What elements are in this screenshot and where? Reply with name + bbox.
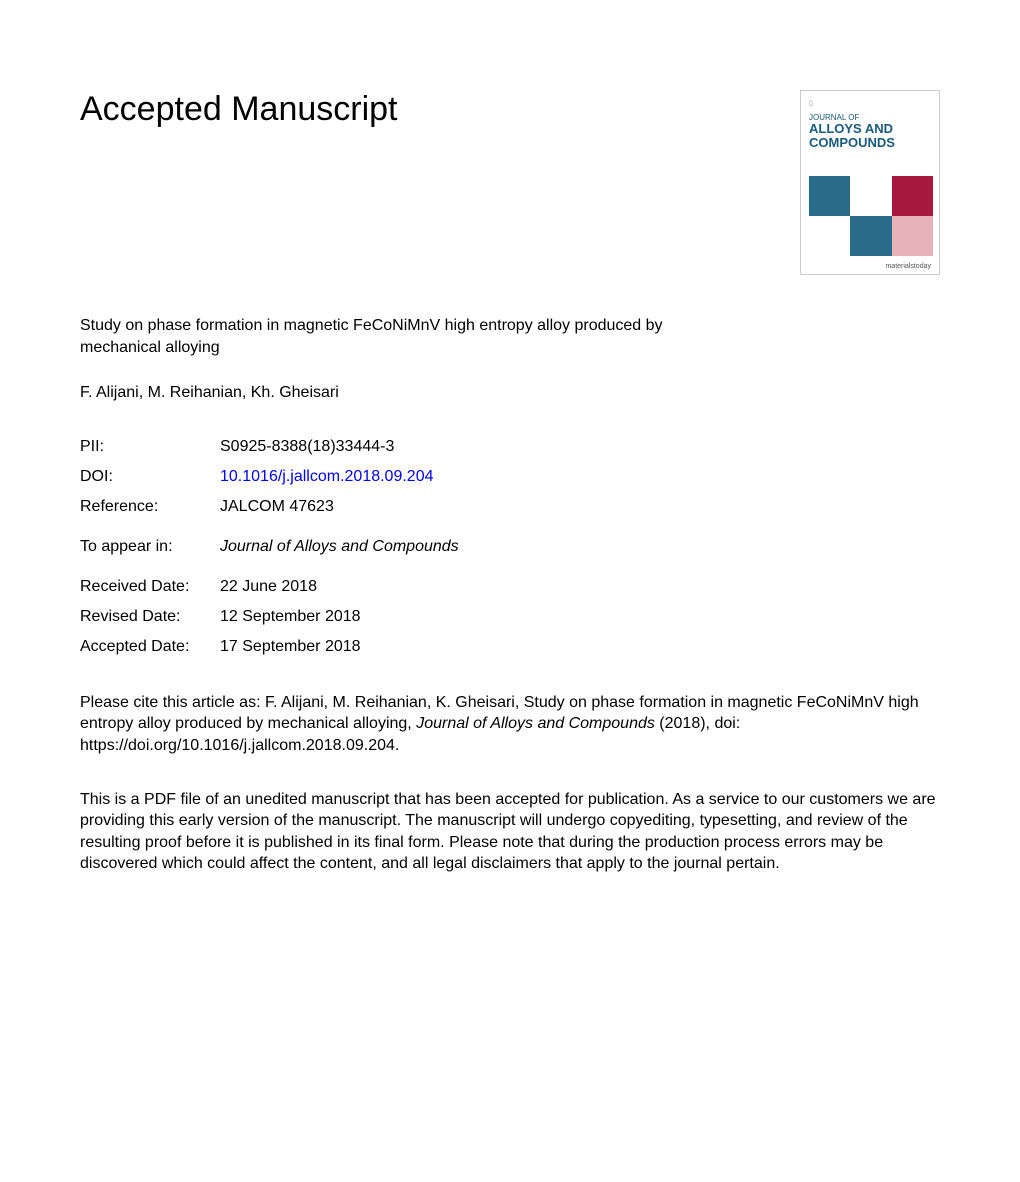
meta-label: PII: [80, 438, 220, 456]
cover-square [809, 216, 850, 256]
meta-value-revised-date: 12 September 2018 [220, 608, 361, 626]
meta-row-accepted: Accepted Date: 17 September 2018 [80, 638, 940, 656]
meta-label: To appear in: [80, 538, 220, 556]
cover-title-line1: ALLOYS AND [809, 122, 931, 136]
cover-square [850, 176, 891, 216]
cover-square [809, 176, 850, 216]
citation-journal: Journal of Alloys and Compounds [416, 715, 655, 732]
cover-title-line2: COMPOUNDS [809, 136, 931, 150]
journal-cover-thumbnail: ▯ JOURNAL OF ALLOYS AND COMPOUNDS materi… [800, 90, 940, 275]
meta-value-received-date: 22 June 2018 [220, 578, 317, 596]
citation-text: Please cite this article as: F. Alijani,… [80, 692, 940, 757]
meta-row-reference: Reference: JALCOM 47623 [80, 498, 940, 516]
disclaimer-text: This is a PDF file of an unedited manusc… [80, 789, 940, 875]
meta-row-revised: Revised Date: 12 September 2018 [80, 608, 940, 626]
meta-row-pii: PII: S0925-8388(18)33444-3 [80, 438, 940, 456]
meta-label: Accepted Date: [80, 638, 220, 656]
article-title: Study on phase formation in magnetic FeC… [80, 315, 720, 360]
meta-row-received: Received Date: 22 June 2018 [80, 578, 940, 596]
metadata-table: PII: S0925-8388(18)33444-3 DOI: 10.1016/… [80, 438, 940, 656]
meta-label: Reference: [80, 498, 220, 516]
meta-row-doi: DOI: 10.1016/j.jallcom.2018.09.204 [80, 468, 940, 486]
cover-square [850, 216, 891, 256]
meta-value-reference: JALCOM 47623 [220, 498, 334, 516]
meta-label: Revised Date: [80, 608, 220, 626]
cover-square [892, 176, 933, 216]
meta-value-accepted-date: 17 September 2018 [220, 638, 361, 656]
cover-footer: materialstoday [885, 263, 931, 270]
meta-value-doi-link[interactable]: 10.1016/j.jallcom.2018.09.204 [220, 468, 434, 486]
page-heading: Accepted Manuscript [80, 90, 398, 129]
cover-publisher-logo: ▯ [809, 99, 931, 107]
meta-row-appear: To appear in: Journal of Alloys and Comp… [80, 538, 940, 556]
cover-graphic [809, 176, 933, 256]
meta-value-journal: Journal of Alloys and Compounds [220, 538, 459, 556]
authors: F. Alijani, M. Reihanian, Kh. Gheisari [80, 384, 940, 402]
meta-value-pii: S0925-8388(18)33444-3 [220, 438, 394, 456]
meta-label: DOI: [80, 468, 220, 486]
cover-square [892, 216, 933, 256]
meta-label: Received Date: [80, 578, 220, 596]
